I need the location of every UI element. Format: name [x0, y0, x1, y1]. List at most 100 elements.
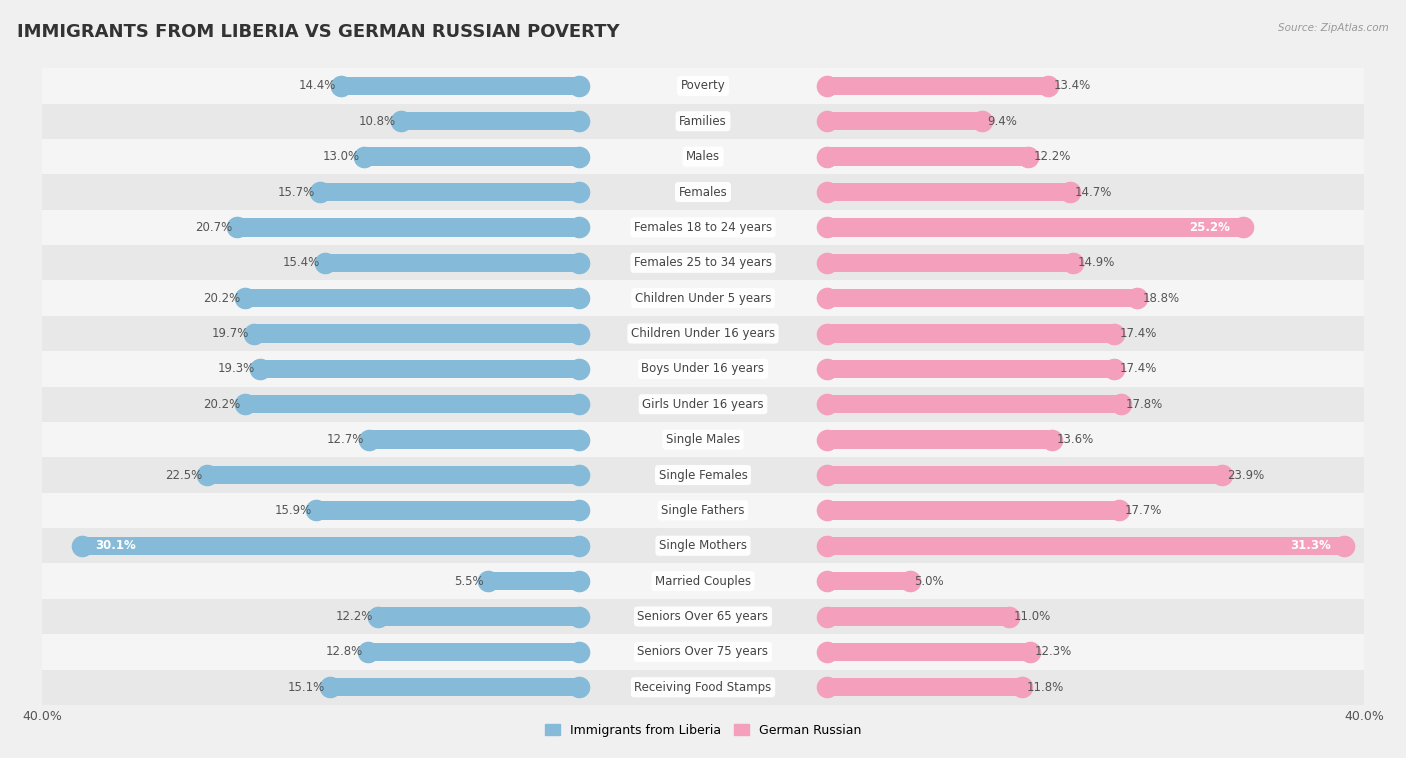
Bar — [42, 563, 1364, 599]
Bar — [827, 148, 1028, 166]
Bar — [827, 572, 910, 590]
Text: Single Fathers: Single Fathers — [661, 504, 745, 517]
Bar — [329, 678, 579, 697]
Text: 14.7%: 14.7% — [1074, 186, 1112, 199]
Text: 9.4%: 9.4% — [987, 114, 1017, 128]
Text: 25.2%: 25.2% — [1189, 221, 1230, 234]
Bar — [827, 537, 1344, 555]
Text: Married Couples: Married Couples — [655, 575, 751, 587]
Text: 10.8%: 10.8% — [359, 114, 395, 128]
Text: 17.8%: 17.8% — [1126, 398, 1163, 411]
Bar — [260, 360, 579, 378]
Text: 11.8%: 11.8% — [1026, 681, 1064, 694]
Bar — [82, 537, 579, 555]
Text: 17.4%: 17.4% — [1119, 327, 1157, 340]
Bar — [827, 324, 1115, 343]
Text: IMMIGRANTS FROM LIBERIA VS GERMAN RUSSIAN POVERTY: IMMIGRANTS FROM LIBERIA VS GERMAN RUSSIA… — [17, 23, 620, 41]
Bar — [42, 104, 1364, 139]
Bar — [827, 77, 1049, 95]
Bar — [827, 678, 1022, 697]
Text: 13.6%: 13.6% — [1056, 433, 1094, 446]
Text: Single Males: Single Males — [666, 433, 740, 446]
Text: 5.5%: 5.5% — [454, 575, 484, 587]
Bar — [370, 431, 579, 449]
Text: 30.1%: 30.1% — [96, 539, 136, 553]
Bar — [42, 457, 1364, 493]
Bar — [238, 218, 579, 236]
Bar — [42, 351, 1364, 387]
Text: 18.8%: 18.8% — [1143, 292, 1180, 305]
Bar — [42, 599, 1364, 634]
Bar — [42, 139, 1364, 174]
Text: 20.2%: 20.2% — [204, 292, 240, 305]
Bar — [401, 112, 579, 130]
Text: Single Mothers: Single Mothers — [659, 539, 747, 553]
Text: 11.0%: 11.0% — [1014, 610, 1050, 623]
Text: 20.7%: 20.7% — [195, 221, 232, 234]
Bar — [42, 528, 1364, 563]
Bar — [42, 669, 1364, 705]
Bar — [827, 501, 1119, 519]
Bar — [42, 68, 1364, 104]
Bar — [42, 210, 1364, 245]
Text: Receiving Food Stamps: Receiving Food Stamps — [634, 681, 772, 694]
Text: 17.4%: 17.4% — [1119, 362, 1157, 375]
Bar — [42, 245, 1364, 280]
Bar — [316, 501, 579, 519]
Bar — [208, 466, 579, 484]
Bar — [42, 387, 1364, 422]
Bar — [827, 431, 1052, 449]
Bar — [827, 218, 1243, 236]
Bar — [42, 316, 1364, 351]
Text: Families: Families — [679, 114, 727, 128]
Bar — [253, 324, 579, 343]
Bar — [42, 174, 1364, 210]
Text: 5.0%: 5.0% — [914, 575, 943, 587]
Text: 20.2%: 20.2% — [204, 398, 240, 411]
Bar — [827, 112, 983, 130]
Bar — [827, 643, 1031, 661]
Text: 13.0%: 13.0% — [322, 150, 360, 163]
Text: Females: Females — [679, 186, 727, 199]
Text: Children Under 16 years: Children Under 16 years — [631, 327, 775, 340]
Bar — [319, 183, 579, 201]
Bar — [42, 493, 1364, 528]
Text: Boys Under 16 years: Boys Under 16 years — [641, 362, 765, 375]
Text: Males: Males — [686, 150, 720, 163]
Text: Seniors Over 75 years: Seniors Over 75 years — [637, 645, 769, 659]
Text: Children Under 5 years: Children Under 5 years — [634, 292, 772, 305]
Bar — [246, 395, 579, 413]
Text: Females 18 to 24 years: Females 18 to 24 years — [634, 221, 772, 234]
Text: 12.2%: 12.2% — [1033, 150, 1071, 163]
Text: Single Females: Single Females — [658, 468, 748, 481]
Bar — [827, 607, 1008, 625]
Legend: Immigrants from Liberia, German Russian: Immigrants from Liberia, German Russian — [546, 724, 860, 737]
Bar — [42, 280, 1364, 316]
Text: Poverty: Poverty — [681, 80, 725, 92]
Bar — [827, 395, 1121, 413]
Text: 12.3%: 12.3% — [1035, 645, 1073, 659]
Bar — [246, 289, 579, 307]
Text: 15.4%: 15.4% — [283, 256, 319, 269]
Bar — [342, 77, 579, 95]
Text: 12.8%: 12.8% — [325, 645, 363, 659]
Text: Source: ZipAtlas.com: Source: ZipAtlas.com — [1278, 23, 1389, 33]
Text: 15.7%: 15.7% — [277, 186, 315, 199]
Text: 12.7%: 12.7% — [328, 433, 364, 446]
Bar — [827, 466, 1222, 484]
Bar — [827, 254, 1073, 272]
Text: Girls Under 16 years: Girls Under 16 years — [643, 398, 763, 411]
Bar — [42, 634, 1364, 669]
Bar — [367, 643, 579, 661]
Bar — [827, 183, 1070, 201]
Text: 19.7%: 19.7% — [211, 327, 249, 340]
Bar — [325, 254, 579, 272]
Bar — [378, 607, 579, 625]
Text: 22.5%: 22.5% — [165, 468, 202, 481]
Text: 15.9%: 15.9% — [274, 504, 312, 517]
Bar — [42, 422, 1364, 457]
Bar — [827, 289, 1137, 307]
Text: Females 25 to 34 years: Females 25 to 34 years — [634, 256, 772, 269]
Text: 14.9%: 14.9% — [1078, 256, 1115, 269]
Text: 23.9%: 23.9% — [1226, 468, 1264, 481]
